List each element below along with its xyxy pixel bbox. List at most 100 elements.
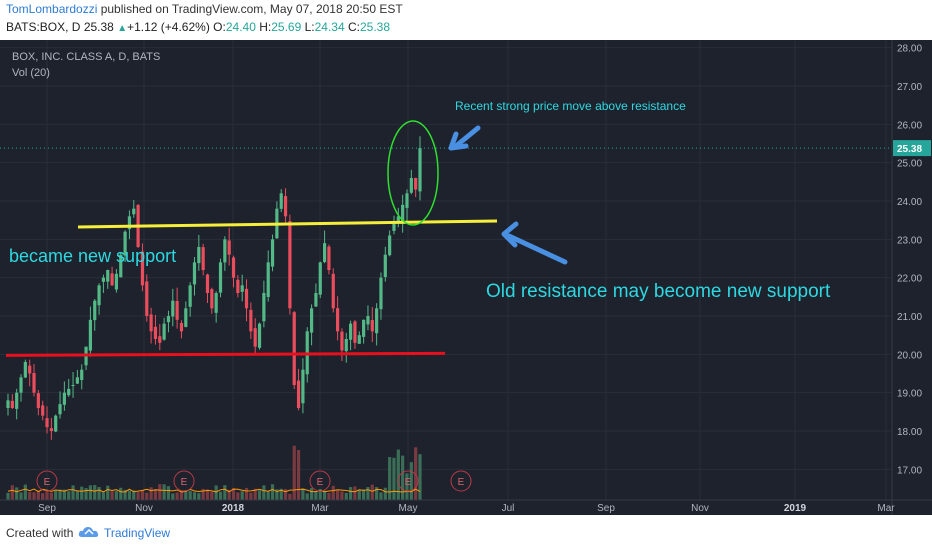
volume-bar bbox=[123, 489, 127, 500]
volume-bar bbox=[127, 490, 132, 500]
candle-body bbox=[327, 246, 331, 270]
close-label: C: bbox=[347, 20, 360, 34]
candle-body bbox=[153, 326, 158, 339]
volume-bar bbox=[214, 485, 218, 500]
tradingview-brand-link[interactable]: TradingView bbox=[104, 526, 171, 540]
volume-bar bbox=[119, 487, 123, 500]
time-tick-label: Nov bbox=[691, 503, 709, 514]
candle-body bbox=[201, 247, 205, 270]
earnings-marker-icon[interactable] bbox=[397, 470, 419, 492]
grid bbox=[0, 40, 892, 500]
price-axis-bg bbox=[892, 40, 932, 515]
volume-bar bbox=[392, 457, 396, 500]
volume-ma-line bbox=[7, 488, 421, 493]
volume-bar bbox=[192, 492, 197, 500]
candle-body bbox=[244, 288, 249, 309]
candle-body bbox=[370, 319, 374, 332]
candle-body bbox=[322, 243, 327, 263]
earnings-marker-icon[interactable] bbox=[450, 470, 472, 492]
last-price-label-bg bbox=[893, 140, 931, 157]
volume-indicator-label: Vol (20) bbox=[12, 67, 50, 79]
time-tick-label: Nov bbox=[135, 503, 153, 514]
chart-panel[interactable]: E E E E E 17.00 18.00 19.00 20.00 21.00 22.00 23.0… bbox=[0, 40, 932, 515]
volume-bar bbox=[344, 492, 348, 500]
candle-body bbox=[362, 319, 366, 337]
volume-bar bbox=[279, 488, 283, 500]
volume-bar bbox=[80, 486, 84, 500]
candle-body bbox=[414, 178, 418, 190]
time-tick-label: Mar bbox=[877, 503, 895, 514]
candle-body bbox=[279, 193, 283, 209]
volume-bar bbox=[331, 485, 335, 500]
volume-bar bbox=[184, 490, 188, 500]
volume-bar bbox=[318, 489, 322, 500]
volume-bar bbox=[262, 485, 266, 500]
candle-body bbox=[231, 257, 236, 278]
candle-body bbox=[110, 273, 114, 286]
created-with-text: Created with bbox=[6, 526, 74, 540]
earnings-marker-icon[interactable] bbox=[173, 470, 195, 492]
volume-bar bbox=[314, 491, 318, 500]
candle-body bbox=[97, 285, 101, 306]
open-value: 24.40 bbox=[225, 20, 256, 34]
resistance-line bbox=[77, 219, 498, 229]
volume-bar bbox=[67, 491, 71, 500]
candle-body bbox=[80, 369, 84, 381]
volume-bar bbox=[188, 490, 192, 500]
price-tick-label: 27.00 bbox=[897, 82, 922, 93]
volume-bar bbox=[266, 491, 270, 500]
volume-bar bbox=[106, 485, 110, 500]
volume-bar bbox=[6, 492, 10, 500]
volume-bar bbox=[45, 491, 49, 500]
candle-body bbox=[405, 193, 409, 208]
volume-bar bbox=[401, 455, 405, 500]
volume-bar bbox=[340, 491, 344, 500]
candle-body bbox=[401, 204, 405, 222]
earnings-marker-icon[interactable] bbox=[309, 470, 331, 492]
high-value: 25.69 bbox=[271, 20, 302, 34]
candle-body bbox=[270, 239, 275, 267]
volume-bar bbox=[218, 491, 223, 500]
tradingview-cloud-icon[interactable] bbox=[78, 525, 100, 539]
volume-bar bbox=[62, 489, 66, 500]
open-label: O: bbox=[213, 20, 226, 34]
volume-bar bbox=[305, 493, 309, 500]
volume-bar bbox=[19, 492, 23, 500]
candle-body bbox=[331, 273, 335, 309]
volume-bar bbox=[409, 462, 413, 500]
price-axis[interactable]: 17.00 18.00 19.00 20.00 21.00 22.00 23.00 24.00… bbox=[891, 40, 932, 515]
volume-bar bbox=[153, 489, 158, 500]
support-line bbox=[5, 351, 446, 357]
time-tick-label: 2019 bbox=[784, 503, 807, 514]
publication-header: TomLombardozzi published on TradingView.… bbox=[0, 0, 932, 40]
candle-body bbox=[388, 235, 392, 256]
volume-bar bbox=[383, 487, 387, 500]
candle-body bbox=[366, 316, 370, 325]
volume-bar bbox=[249, 492, 253, 500]
candle-body bbox=[93, 300, 97, 321]
symbol-name: BATS:BOX, D bbox=[6, 20, 81, 34]
volume-bar bbox=[275, 489, 279, 500]
volume-bar bbox=[405, 473, 409, 500]
volume-bar bbox=[301, 488, 305, 500]
volume-bar bbox=[136, 492, 140, 500]
volume-bar bbox=[179, 490, 184, 500]
volume-bar bbox=[257, 490, 262, 500]
author-link[interactable]: TomLombardozzi bbox=[6, 2, 98, 16]
published-text: published on TradingView.com, May 07, 20… bbox=[97, 2, 403, 16]
volume-bar bbox=[145, 492, 149, 500]
earnings-marker-icon[interactable] bbox=[36, 470, 58, 492]
candle-body bbox=[101, 277, 106, 282]
volume-bar bbox=[58, 489, 62, 500]
volume-bar bbox=[32, 492, 36, 500]
price-tick-label: 23.00 bbox=[897, 235, 922, 246]
time-axis[interactable]: Sep Nov 2018 Mar May Jul Sep Nov 2019 Mar bbox=[0, 499, 932, 514]
candle-body bbox=[71, 385, 75, 386]
candle-body bbox=[192, 262, 197, 285]
volume-bar bbox=[197, 493, 201, 500]
volume-bar bbox=[36, 490, 40, 500]
time-tick-label: Jul bbox=[502, 503, 515, 514]
candle-body bbox=[114, 273, 119, 290]
volume-bar bbox=[375, 487, 379, 500]
price-chart[interactable]: E E E E E 17.00 18.00 19.00 20.00 21.00 22.00 23.0… bbox=[0, 40, 932, 515]
